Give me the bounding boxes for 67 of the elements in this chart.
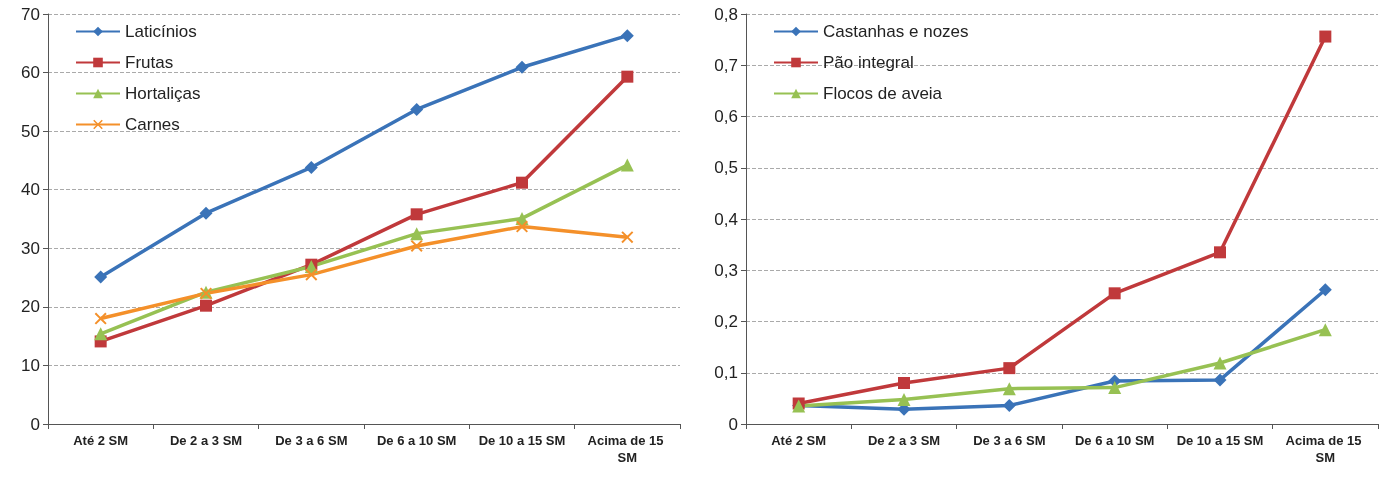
point bbox=[1003, 362, 1016, 375]
y-tick-label: 0,6 bbox=[714, 107, 738, 126]
point bbox=[94, 312, 107, 325]
point bbox=[200, 299, 212, 312]
point bbox=[94, 327, 108, 341]
point bbox=[304, 160, 318, 174]
point bbox=[620, 29, 634, 43]
y-tick-label: 40 bbox=[21, 180, 40, 200]
y-tick-label: 0,3 bbox=[714, 260, 738, 280]
point bbox=[897, 392, 911, 406]
y-tick-label: 0,4 bbox=[714, 209, 738, 229]
x-tick-label: De 10 a 15 SM bbox=[1176, 433, 1264, 448]
y-tick-label: 50 bbox=[21, 121, 40, 141]
point bbox=[515, 60, 529, 74]
x-tick-label: Acima de 15 SM bbox=[587, 433, 668, 465]
y-tick-label: 0,2 bbox=[714, 312, 738, 331]
legend-label: Carnes bbox=[125, 115, 180, 134]
y-tick-label: 0,8 bbox=[714, 4, 738, 24]
x-tick-label: Até 2 SM bbox=[73, 433, 129, 448]
point bbox=[1213, 356, 1227, 370]
point bbox=[620, 158, 634, 172]
y-tick-label: 60 bbox=[21, 63, 40, 83]
x-tick-label: De 2 a 3 SM bbox=[867, 433, 941, 448]
point bbox=[1318, 283, 1332, 297]
legend-label: Frutas bbox=[125, 53, 174, 72]
x-tick-label: De 6 a 10 SM bbox=[376, 433, 457, 448]
point bbox=[1108, 381, 1122, 395]
legend-label: Pão integral bbox=[823, 53, 914, 72]
y-tick-label: 70 bbox=[21, 4, 40, 24]
legend-label: Hortaliças bbox=[125, 84, 201, 103]
y-tick-label: 0,1 bbox=[714, 363, 738, 383]
x-tick-label: De 6 a 10 SM bbox=[1074, 433, 1155, 448]
point bbox=[94, 270, 108, 284]
y-tick-label: 30 bbox=[21, 238, 40, 258]
point bbox=[1213, 373, 1227, 387]
point bbox=[516, 220, 528, 233]
point bbox=[516, 176, 528, 189]
point bbox=[1108, 287, 1121, 300]
point bbox=[898, 377, 910, 389]
point bbox=[410, 227, 424, 241]
y-tick-label: 0 bbox=[728, 414, 738, 434]
point bbox=[1319, 30, 1332, 43]
legend-label: Laticínios bbox=[125, 22, 197, 41]
point bbox=[410, 208, 423, 221]
x-tick-label: De 2 a 3 SM bbox=[169, 433, 243, 448]
x-tick-label: Até 2 SM bbox=[771, 433, 827, 448]
legend-label: Flocos de aveia bbox=[823, 84, 943, 103]
point bbox=[621, 231, 634, 244]
x-tick-label: De 3 a 6 SM bbox=[275, 433, 348, 448]
y-tick-label: 0,7 bbox=[714, 55, 738, 75]
point bbox=[621, 70, 634, 83]
point bbox=[410, 102, 424, 116]
y-tick-label: 0,5 bbox=[714, 158, 738, 178]
point bbox=[1002, 399, 1016, 413]
legend-label: Castanhas e nozes bbox=[823, 22, 969, 41]
point bbox=[305, 268, 318, 281]
point bbox=[1318, 323, 1332, 337]
y-tick-label: 10 bbox=[21, 355, 40, 375]
point bbox=[410, 239, 423, 252]
y-tick-label: 0 bbox=[30, 414, 40, 434]
y-tick-label: 20 bbox=[21, 297, 40, 317]
point bbox=[1214, 246, 1226, 259]
point bbox=[199, 206, 213, 220]
point bbox=[1002, 382, 1016, 396]
x-tick-label: De 10 a 15 SM bbox=[478, 433, 566, 448]
x-tick-label: De 3 a 6 SM bbox=[973, 433, 1046, 448]
x-tick-label: Acima de 15 SM bbox=[1285, 433, 1366, 465]
